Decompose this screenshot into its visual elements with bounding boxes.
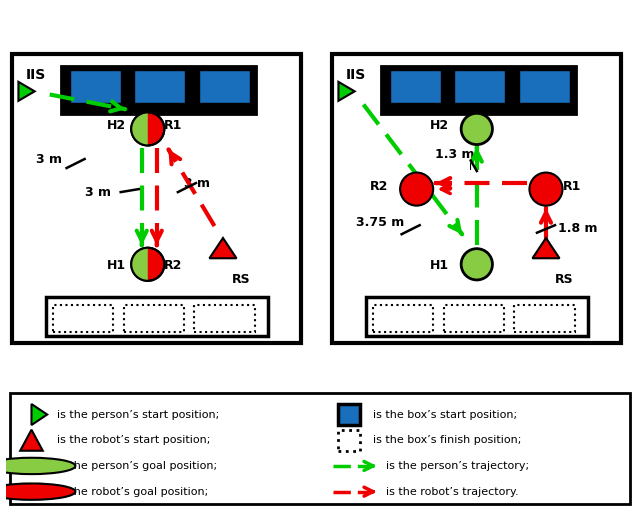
Text: is the box’s finish position;: is the box’s finish position;	[373, 435, 522, 445]
Text: IIS: IIS	[346, 68, 366, 82]
Polygon shape	[31, 404, 47, 425]
Circle shape	[131, 248, 164, 281]
Text: is the robot’s goal position;: is the robot’s goal position;	[56, 487, 208, 497]
Text: 3 m: 3 m	[36, 152, 63, 166]
Text: 1.8 m: 1.8 m	[558, 221, 598, 235]
Circle shape	[400, 173, 433, 206]
Polygon shape	[20, 430, 43, 451]
Text: H2: H2	[107, 119, 126, 133]
Text: RS: RS	[232, 273, 251, 286]
Text: is the robot’s trajectory.: is the robot’s trajectory.	[386, 487, 518, 497]
Bar	[373, 305, 433, 332]
Circle shape	[0, 484, 76, 500]
Text: H1: H1	[107, 259, 126, 272]
Text: 1.3 m: 1.3 m	[435, 148, 474, 161]
Bar	[53, 305, 113, 332]
Text: R2: R2	[164, 259, 182, 272]
Text: R1: R1	[164, 119, 182, 133]
Text: RS: RS	[555, 273, 573, 286]
Circle shape	[0, 458, 76, 474]
Bar	[337, 430, 360, 451]
Bar	[444, 305, 504, 332]
Text: 3 m: 3 m	[184, 177, 210, 189]
Bar	[454, 70, 506, 103]
Bar	[199, 70, 250, 103]
Text: H1: H1	[430, 259, 449, 272]
Text: H2: H2	[430, 119, 449, 133]
Bar	[45, 297, 268, 336]
Polygon shape	[131, 112, 148, 145]
Text: IIS: IIS	[26, 68, 46, 82]
Circle shape	[461, 113, 492, 145]
Text: 3.75 m: 3.75 m	[356, 216, 404, 229]
Text: is the robot’s start position;: is the robot’s start position;	[56, 435, 210, 445]
Bar	[381, 66, 576, 114]
Polygon shape	[19, 82, 35, 101]
Text: l: l	[469, 162, 472, 172]
Bar	[390, 70, 441, 103]
Polygon shape	[131, 248, 148, 281]
Text: is the person’s start position;: is the person’s start position;	[56, 409, 219, 420]
Text: is the box’s start position;: is the box’s start position;	[373, 409, 517, 420]
Circle shape	[529, 173, 563, 206]
Polygon shape	[532, 238, 559, 258]
Text: R1: R1	[563, 180, 581, 193]
Circle shape	[461, 248, 492, 280]
Text: is the person’s trajectory;: is the person’s trajectory;	[386, 461, 529, 471]
Bar	[365, 297, 588, 336]
Text: 3 m: 3 m	[84, 185, 111, 199]
Circle shape	[131, 112, 164, 145]
Text: R2: R2	[370, 180, 388, 193]
Polygon shape	[339, 82, 355, 101]
Polygon shape	[209, 238, 237, 258]
Bar	[70, 70, 121, 103]
Bar	[519, 70, 570, 103]
Bar	[195, 305, 255, 332]
Bar	[134, 70, 186, 103]
Bar	[124, 305, 184, 332]
Bar	[61, 66, 256, 114]
Text: is the person’s goal position;: is the person’s goal position;	[56, 461, 217, 471]
Bar	[337, 404, 360, 425]
Bar	[515, 305, 575, 332]
